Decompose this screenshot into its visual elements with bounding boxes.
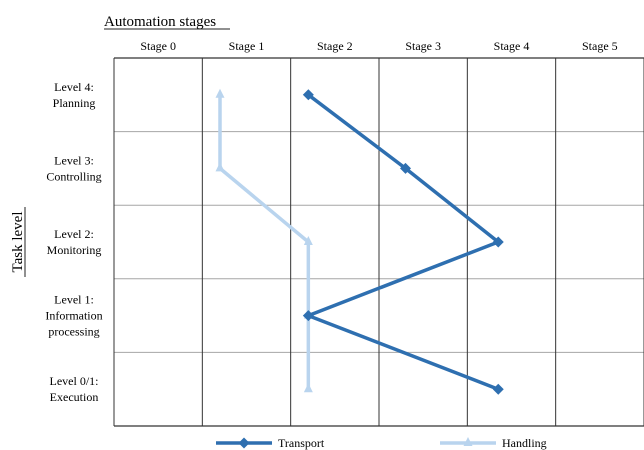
y-tick-label: Level 3: Controlling (46, 153, 101, 183)
x-tick-label: Stage 3 (405, 39, 441, 53)
x-tick-label: Stage 4 (494, 39, 530, 53)
transport-point (302, 310, 314, 322)
transport-point (400, 162, 411, 174)
x-tick-label: Stage 0 (140, 39, 176, 53)
handling-line (218, 94, 311, 390)
x-tick-label: Stage 5 (582, 39, 618, 53)
legend-item-transport: Transport (216, 436, 325, 450)
handling-point (303, 236, 313, 245)
y-tick-label: Level 1: Information processing (45, 293, 102, 339)
x-tick-label: Stage 2 (317, 39, 353, 53)
legend-item-handling: Handling (440, 436, 547, 450)
handling-point (215, 162, 225, 172)
transport-point (302, 89, 314, 101)
grid (113, 57, 644, 427)
x-tick-label: Stage 1 (229, 39, 265, 53)
transport-point (492, 236, 504, 248)
y-tick-label: Level 2: Monitoring (47, 227, 102, 257)
series-lines (215, 88, 504, 395)
legend-marker (238, 437, 250, 449)
y-axis-label: Task level (10, 211, 26, 272)
transport-point (492, 383, 504, 395)
legend-marker (463, 437, 473, 446)
y-tick-label: Level 4: Planning (53, 80, 96, 110)
chart-title: Automation stages (104, 14, 216, 30)
legend: Transport Handling (216, 436, 547, 450)
legend-label: Transport (278, 436, 325, 450)
handling-point (303, 383, 313, 393)
transport-line (303, 93, 502, 391)
y-tick-label: Level 0/1: Execution (50, 374, 99, 404)
series-transport (302, 89, 504, 395)
handling-point (215, 88, 225, 98)
legend-label: Handling (502, 436, 547, 450)
series-handling (215, 88, 313, 393)
axis-labels: Automation stages Stage 0 Stage 1 Stage 2 St… (10, 14, 618, 404)
